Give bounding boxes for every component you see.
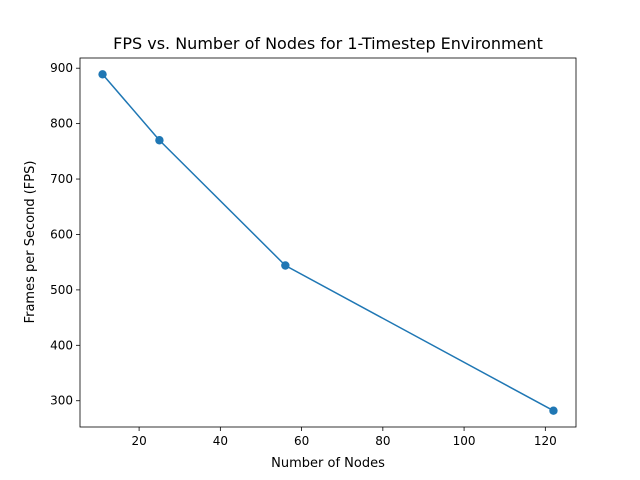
data-point bbox=[98, 70, 107, 79]
x-axis-ticks: 20 40 60 80 100 120 bbox=[131, 427, 557, 448]
x-tick-label: 100 bbox=[453, 434, 476, 448]
x-tick-label: 60 bbox=[294, 434, 309, 448]
x-tick-label: 80 bbox=[375, 434, 390, 448]
chart-title: FPS vs. Number of Nodes for 1-Timestep E… bbox=[113, 34, 543, 53]
y-tick-label: 300 bbox=[50, 394, 73, 408]
y-tick-label: 800 bbox=[50, 117, 73, 131]
x-tick-label: 40 bbox=[213, 434, 228, 448]
x-tick-label: 120 bbox=[534, 434, 557, 448]
y-tick-label: 600 bbox=[50, 227, 73, 241]
x-axis-label: Number of Nodes bbox=[271, 456, 385, 471]
data-point bbox=[549, 406, 558, 415]
plot-frame bbox=[79, 57, 577, 428]
series-layer bbox=[98, 70, 558, 415]
plot-area bbox=[79, 57, 577, 428]
y-tick-label: 400 bbox=[50, 338, 73, 352]
data-point bbox=[281, 261, 290, 270]
y-tick-label: 700 bbox=[50, 172, 73, 186]
data-point bbox=[155, 136, 164, 145]
y-tick-label: 900 bbox=[50, 61, 73, 75]
series-line bbox=[101, 73, 554, 412]
y-tick-label: 500 bbox=[50, 283, 73, 297]
y-axis-label: Frames per Second (FPS) bbox=[23, 161, 38, 324]
y-axis-ticks: 300 400 500 600 700 800 900 bbox=[50, 61, 80, 408]
x-tick-label: 20 bbox=[131, 434, 146, 448]
